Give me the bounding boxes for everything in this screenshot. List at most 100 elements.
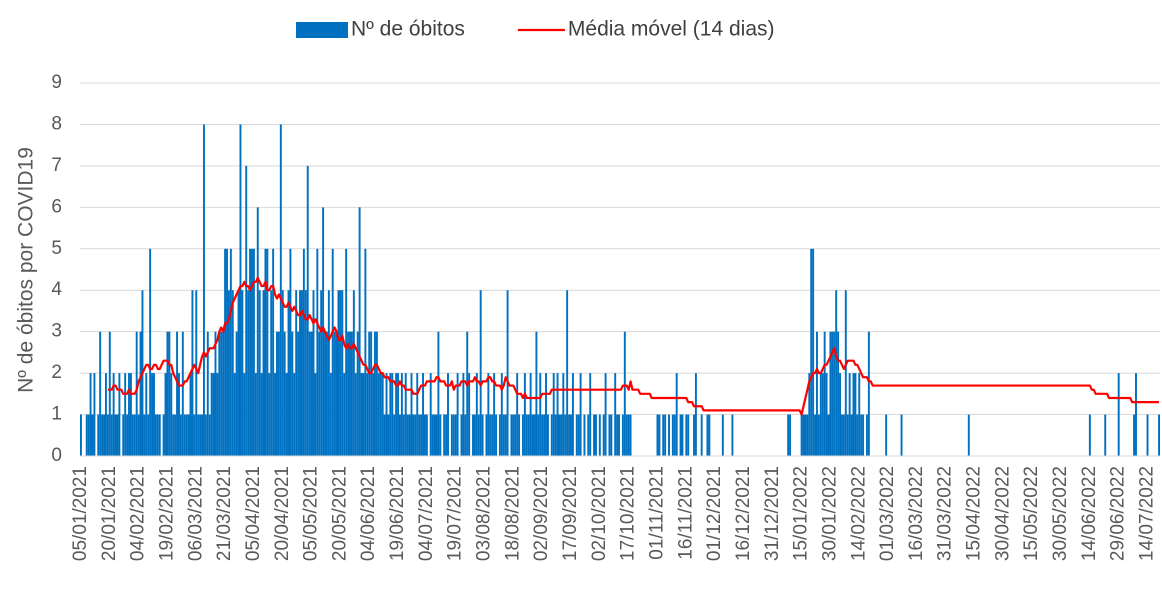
bar bbox=[153, 373, 155, 456]
bar bbox=[387, 414, 390, 456]
bar bbox=[256, 207, 259, 456]
bar bbox=[414, 414, 417, 456]
bar bbox=[337, 290, 340, 456]
bar bbox=[133, 414, 136, 456]
x-tick-label: 15/01/2022 bbox=[791, 466, 812, 561]
bar bbox=[172, 414, 175, 456]
bar bbox=[270, 290, 273, 456]
bar bbox=[308, 331, 311, 456]
bar bbox=[593, 414, 596, 456]
x-tick-label: 17/09/2021 bbox=[560, 466, 581, 561]
bar bbox=[195, 290, 198, 456]
bar bbox=[277, 331, 280, 456]
bar bbox=[322, 207, 325, 456]
bar bbox=[154, 414, 157, 456]
bar bbox=[112, 373, 115, 456]
bar bbox=[164, 373, 167, 456]
bar bbox=[379, 373, 382, 456]
bar bbox=[101, 414, 104, 456]
x-tick-label: 15/04/2022 bbox=[964, 466, 985, 561]
bar bbox=[789, 414, 792, 456]
bar bbox=[598, 414, 601, 456]
bar bbox=[279, 124, 282, 456]
bar bbox=[229, 248, 232, 456]
bar bbox=[506, 290, 509, 456]
bar bbox=[825, 373, 828, 456]
bar bbox=[406, 414, 409, 456]
bar bbox=[281, 290, 284, 456]
bar bbox=[850, 414, 853, 456]
y-tick-label: 8 bbox=[51, 113, 62, 134]
bar bbox=[477, 414, 480, 456]
x-tick-label: 31/12/2021 bbox=[762, 466, 783, 561]
bar bbox=[556, 373, 559, 456]
bar bbox=[368, 331, 371, 456]
bar bbox=[673, 414, 676, 456]
bar bbox=[293, 373, 296, 456]
bar bbox=[518, 414, 521, 456]
bar bbox=[694, 373, 697, 456]
bar bbox=[183, 414, 186, 456]
bar bbox=[1117, 373, 1120, 456]
bar bbox=[848, 373, 851, 456]
bar bbox=[218, 331, 221, 456]
bar bbox=[514, 414, 517, 456]
bar bbox=[91, 414, 94, 456]
bar bbox=[491, 414, 494, 456]
bar bbox=[208, 414, 211, 456]
bar bbox=[433, 414, 436, 456]
bar bbox=[397, 373, 400, 456]
bar bbox=[304, 290, 307, 456]
bar bbox=[287, 290, 290, 456]
bar bbox=[543, 414, 546, 456]
bar bbox=[318, 331, 321, 456]
x-tick-label: 16/12/2021 bbox=[733, 466, 754, 561]
bar bbox=[162, 414, 165, 456]
bar bbox=[546, 414, 549, 456]
bar bbox=[285, 373, 288, 456]
bar bbox=[402, 414, 405, 456]
bar bbox=[268, 373, 271, 456]
bar bbox=[856, 414, 859, 456]
bar bbox=[493, 373, 496, 456]
bar bbox=[1158, 414, 1160, 456]
bar bbox=[422, 373, 424, 456]
bar bbox=[566, 290, 569, 456]
bar bbox=[283, 331, 286, 456]
x-tick-label: 20/05/2021 bbox=[329, 466, 350, 561]
bar bbox=[364, 248, 367, 456]
bar bbox=[87, 414, 90, 456]
bar bbox=[475, 373, 478, 456]
x-tick-label: 16/03/2022 bbox=[906, 466, 927, 561]
bar bbox=[562, 373, 565, 456]
legend-swatch bbox=[296, 22, 348, 38]
bar bbox=[616, 414, 619, 456]
bar bbox=[1135, 373, 1137, 456]
bar bbox=[487, 373, 490, 456]
x-tick-label: 05/04/2021 bbox=[243, 466, 264, 561]
y-tick-label: 5 bbox=[51, 238, 62, 259]
bar bbox=[137, 414, 140, 456]
bar bbox=[731, 414, 734, 456]
bar bbox=[179, 414, 182, 456]
bar bbox=[512, 414, 515, 456]
bar bbox=[447, 373, 449, 456]
bar bbox=[595, 414, 597, 456]
bar bbox=[320, 290, 323, 456]
bar bbox=[231, 290, 234, 456]
bar bbox=[681, 414, 684, 456]
bar bbox=[310, 331, 313, 456]
bar bbox=[445, 414, 448, 456]
x-tick-label: 19/06/2021 bbox=[387, 466, 408, 561]
bar bbox=[135, 331, 138, 456]
bar bbox=[252, 248, 255, 456]
bar bbox=[262, 290, 265, 456]
x-tick-label: 19/02/2021 bbox=[156, 466, 177, 561]
bar bbox=[439, 414, 442, 456]
legend: Nº de óbitos Média móvel (14 dias) bbox=[296, 18, 775, 41]
bar bbox=[608, 414, 611, 456]
bar bbox=[393, 414, 396, 456]
bar bbox=[129, 373, 132, 456]
y-axis-title: Nº de óbitos por COVID19 bbox=[15, 147, 38, 393]
bar bbox=[485, 414, 488, 456]
